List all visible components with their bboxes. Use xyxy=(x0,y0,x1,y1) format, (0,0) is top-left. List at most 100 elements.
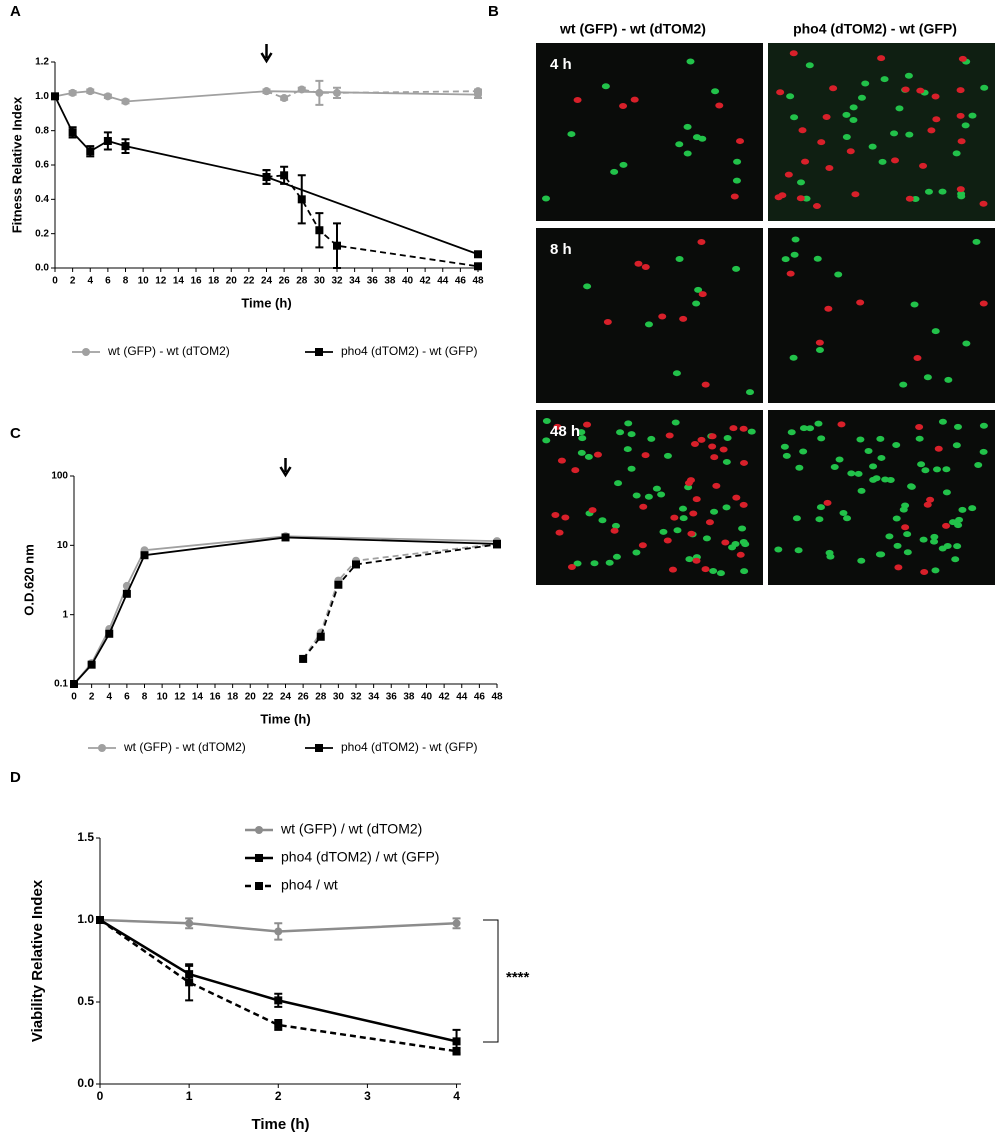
point xyxy=(262,87,271,96)
cell xyxy=(690,440,699,447)
cell xyxy=(739,538,748,545)
point xyxy=(86,87,95,96)
point xyxy=(299,654,308,663)
legend-label: wt (GFP) - wt (dTOM2) xyxy=(123,740,246,754)
point xyxy=(280,171,289,180)
cell xyxy=(671,419,680,426)
cell xyxy=(571,467,580,474)
legend-marker xyxy=(255,826,263,834)
cell xyxy=(958,55,967,62)
cell xyxy=(957,138,966,145)
cell xyxy=(627,465,636,472)
x-tick-label: 20 xyxy=(245,692,257,703)
cell xyxy=(745,389,754,396)
x-tick-label: 34 xyxy=(349,276,361,287)
cell xyxy=(933,466,942,473)
cell xyxy=(907,483,916,490)
cell xyxy=(974,462,983,469)
x-tick-label: 6 xyxy=(105,276,111,287)
cell xyxy=(644,321,653,328)
x-tick-label: 40 xyxy=(402,276,414,287)
cell xyxy=(730,193,739,200)
cell xyxy=(697,436,706,443)
cell xyxy=(953,543,962,550)
panel-label: B xyxy=(488,3,499,20)
x-tick-label: 8 xyxy=(142,692,148,703)
point xyxy=(315,88,324,97)
cell xyxy=(920,569,929,576)
x-tick-label: 28 xyxy=(296,276,308,287)
cell xyxy=(843,515,852,522)
cell xyxy=(885,533,894,540)
cell xyxy=(905,131,914,138)
cell xyxy=(588,507,597,514)
significance-bracket xyxy=(483,919,499,1043)
point xyxy=(452,1047,461,1056)
cell xyxy=(913,355,922,362)
point xyxy=(103,92,112,101)
cell xyxy=(590,560,599,567)
cell xyxy=(728,544,737,551)
cell xyxy=(698,135,707,142)
cell xyxy=(787,429,796,436)
cell xyxy=(583,283,592,290)
y-tick-label: 0.2 xyxy=(35,228,49,239)
x-tick-label: 2 xyxy=(70,276,76,287)
point xyxy=(86,147,95,156)
point xyxy=(96,916,104,924)
cell xyxy=(624,420,633,427)
panel-label: D xyxy=(10,769,21,786)
cell xyxy=(979,422,988,429)
cell xyxy=(542,195,551,202)
cell xyxy=(942,489,951,496)
point xyxy=(274,927,283,936)
cell xyxy=(851,191,860,198)
cell xyxy=(675,255,684,262)
time-label: 4 h xyxy=(550,56,572,73)
cell xyxy=(796,179,805,186)
cell xyxy=(598,517,607,524)
cell xyxy=(573,97,582,104)
cell xyxy=(835,456,844,463)
x-tick-label: 44 xyxy=(437,276,449,287)
x-tick-label: 36 xyxy=(386,692,398,703)
cell xyxy=(901,86,910,93)
cell xyxy=(857,94,866,101)
cell xyxy=(611,522,620,529)
x-tick-label: 46 xyxy=(474,692,486,703)
x-tick-label: 38 xyxy=(384,276,396,287)
cell xyxy=(891,157,900,164)
cell xyxy=(776,89,785,96)
cell xyxy=(910,301,919,308)
cell xyxy=(683,123,692,130)
point xyxy=(452,919,461,928)
cell xyxy=(823,499,832,506)
x-tick-label: 30 xyxy=(333,692,345,703)
legend-marker xyxy=(315,348,323,356)
cell xyxy=(915,424,924,431)
cell xyxy=(658,313,667,320)
cell xyxy=(815,516,824,523)
cell xyxy=(711,88,720,95)
point xyxy=(262,173,271,182)
cell xyxy=(719,446,728,453)
cell xyxy=(632,492,641,499)
cell xyxy=(979,200,988,207)
cell xyxy=(816,504,825,511)
cell xyxy=(732,265,741,272)
cell xyxy=(864,447,873,454)
cell xyxy=(692,496,701,503)
cell xyxy=(716,570,725,577)
y-axis-label: O.D.620 nm xyxy=(21,544,36,616)
x-tick-label: 22 xyxy=(262,692,274,703)
cell xyxy=(856,436,865,443)
time-label: 48 h xyxy=(550,423,580,440)
cell xyxy=(791,236,800,243)
cell xyxy=(683,150,692,157)
cell xyxy=(834,271,843,278)
cell xyxy=(782,452,791,459)
cell xyxy=(980,84,989,91)
y-tick-label: 1.0 xyxy=(35,91,49,102)
cell xyxy=(968,505,977,512)
cell xyxy=(675,141,684,148)
